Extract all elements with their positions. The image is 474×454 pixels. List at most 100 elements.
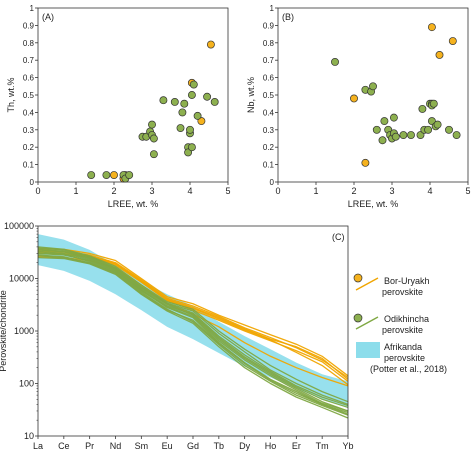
- legend-label-afrikanda: perovskite: [384, 353, 425, 363]
- x-tick-label: 0: [35, 186, 40, 196]
- y-tick-label: 0.1: [263, 161, 275, 170]
- data-point-odikhincha: [193, 111, 202, 120]
- x-tick-label: 5: [465, 186, 470, 196]
- odikhincha-pattern-line: [37, 252, 349, 414]
- data-point-odikhincha: [187, 91, 196, 99]
- y-axis-label: Nb, wt.%: [246, 77, 256, 113]
- y-tick-label: 0: [30, 178, 35, 187]
- data-point-odikhincha: [186, 125, 194, 134]
- odikhincha-pattern-line: [37, 248, 349, 407]
- legend-swatch-afrikanda: [356, 342, 380, 358]
- data-point-odikhincha: [203, 92, 212, 101]
- y-tick-label: 0.7: [23, 56, 35, 65]
- legend-line-bor-uryakh: [355, 277, 379, 291]
- panel-label: (B): [282, 12, 294, 22]
- data-point-odikhincha: [178, 108, 187, 117]
- y-tick-label: 0.9: [263, 21, 275, 30]
- data-point-odikhincha: [429, 99, 438, 108]
- y-tick-label: 100: [19, 379, 34, 389]
- panel-a-scatter: 0 1 2 3 4 5 0 0.1 0.2 0.3 0.4 0.5 0.6 0.7 0.8 0.9 1 LREE,…: [6, 4, 231, 209]
- data-point-odikhincha: [180, 99, 189, 108]
- x-tick-label: Ho: [265, 441, 277, 451]
- x-tick-label: 5: [225, 186, 230, 196]
- data-point-odikhincha: [416, 131, 425, 139]
- x-tick-label: 1: [313, 186, 318, 196]
- data-point-odikhincha: [187, 143, 196, 152]
- data-point-odikhincha: [87, 171, 96, 179]
- data-point-odikhincha: [372, 125, 381, 134]
- data-point-odikhincha: [445, 125, 453, 134]
- x-tick-label: Dy: [239, 441, 250, 451]
- x-tick-label: Gd: [187, 441, 199, 451]
- panel-b-scatter: 0 1 2 3 4 5 0 0.1 0.2 0.3 0.4 0.5 0.6 0.7 0.8 0.9 1 LREE,…: [246, 4, 471, 209]
- x-tick-label: Tb: [214, 441, 225, 451]
- data-point-odikhincha: [210, 98, 219, 106]
- legend-label-bor-uryakh: Bor-Uryakh: [384, 276, 430, 286]
- legend-label-bor-uryakh: perovskite: [382, 287, 423, 297]
- y-tick-label: 0.7: [263, 56, 275, 65]
- x-tick-label: Tm: [316, 441, 329, 451]
- data-point-odikhincha: [170, 98, 179, 106]
- y-tick-label: 0.6: [23, 74, 35, 83]
- data-point-odikhincha: [176, 124, 185, 133]
- y-tick-label: 0.4: [23, 108, 35, 117]
- y-axis-label: Perovskite/chondrite: [0, 290, 8, 372]
- bor-uryakh-pattern-line: [37, 249, 349, 379]
- legend-label-odikhincha: perovskite: [382, 325, 423, 335]
- bor-uryakh-pattern-line: [37, 248, 349, 377]
- y-tick-label: 0: [270, 178, 275, 187]
- data-point-odikhincha: [427, 117, 436, 126]
- data-point-bor-uryakh: [206, 40, 215, 49]
- data-point-odikhincha: [424, 125, 433, 134]
- data-point-bor-uryakh: [427, 23, 436, 32]
- legend-label-afrikanda: (Potter et al., 2018): [370, 364, 447, 374]
- y-tick-label: 10: [24, 431, 34, 441]
- y-tick-label: 0.5: [263, 91, 275, 100]
- y-tick-label: 1000: [14, 326, 34, 336]
- legend-label-odikhincha: Odikhincha: [384, 314, 429, 324]
- x-axis-label: LREE, wt. %: [108, 199, 159, 209]
- x-tick-label: Nd: [110, 441, 122, 451]
- x-tick-label: 3: [389, 186, 394, 196]
- data-point-odikhincha: [159, 96, 168, 105]
- y-tick-label: 0.3: [263, 126, 275, 135]
- data-point-bor-uryakh: [448, 37, 457, 46]
- legend-marker-bor-uryakh: [353, 273, 363, 283]
- x-tick-label: Er: [292, 441, 301, 451]
- data-point-odikhincha: [418, 104, 427, 113]
- plot-frame: [277, 7, 469, 183]
- data-point-bor-uryakh: [197, 117, 206, 126]
- data-point-odikhincha: [331, 57, 339, 66]
- y-tick-label: 0.4: [263, 108, 275, 117]
- x-tick-label: 3: [149, 186, 154, 196]
- data-point-odikhincha: [189, 80, 198, 89]
- data-point-odikhincha: [378, 136, 387, 145]
- y-tick-label: 1: [30, 4, 35, 13]
- y-tick-label: 0.1: [23, 161, 35, 170]
- data-point-odikhincha: [125, 171, 134, 179]
- legend-label-afrikanda: Afrikanda: [384, 342, 422, 352]
- odikhincha-pattern-line: [37, 255, 349, 415]
- x-tick-label: Pr: [85, 441, 94, 451]
- data-point-odikhincha: [389, 113, 398, 122]
- y-tick-label: 0.8: [23, 39, 35, 48]
- y-axis-label: Th, wt.%: [6, 77, 16, 112]
- data-point-odikhincha: [184, 148, 193, 157]
- x-tick-label: Sm: [135, 441, 149, 451]
- data-point-odikhincha: [399, 131, 408, 139]
- odikhincha-pattern-line: [37, 252, 349, 412]
- x-tick-label: La: [33, 441, 43, 451]
- data-point-odikhincha: [391, 132, 400, 141]
- panel-c-ree-pattern: La Ce Pr Nd Sm Eu Gd Tb Dy Ho Er Tm Yb 10 100 1000 10000…: [0, 221, 447, 451]
- y-tick-label: 1: [270, 4, 275, 13]
- data-point-odikhincha: [452, 131, 461, 139]
- y-tick-label: 0.2: [23, 143, 35, 152]
- y-tick-label: 0.8: [263, 39, 275, 48]
- y-tick-label: 0.6: [263, 74, 275, 83]
- odikhincha-pattern-line: [37, 246, 349, 403]
- x-tick-label: 0: [275, 186, 280, 196]
- data-point-bor-uryakh: [110, 171, 118, 179]
- data-point-odikhincha: [149, 150, 158, 159]
- x-axis-label: LREE, wt. %: [348, 199, 399, 209]
